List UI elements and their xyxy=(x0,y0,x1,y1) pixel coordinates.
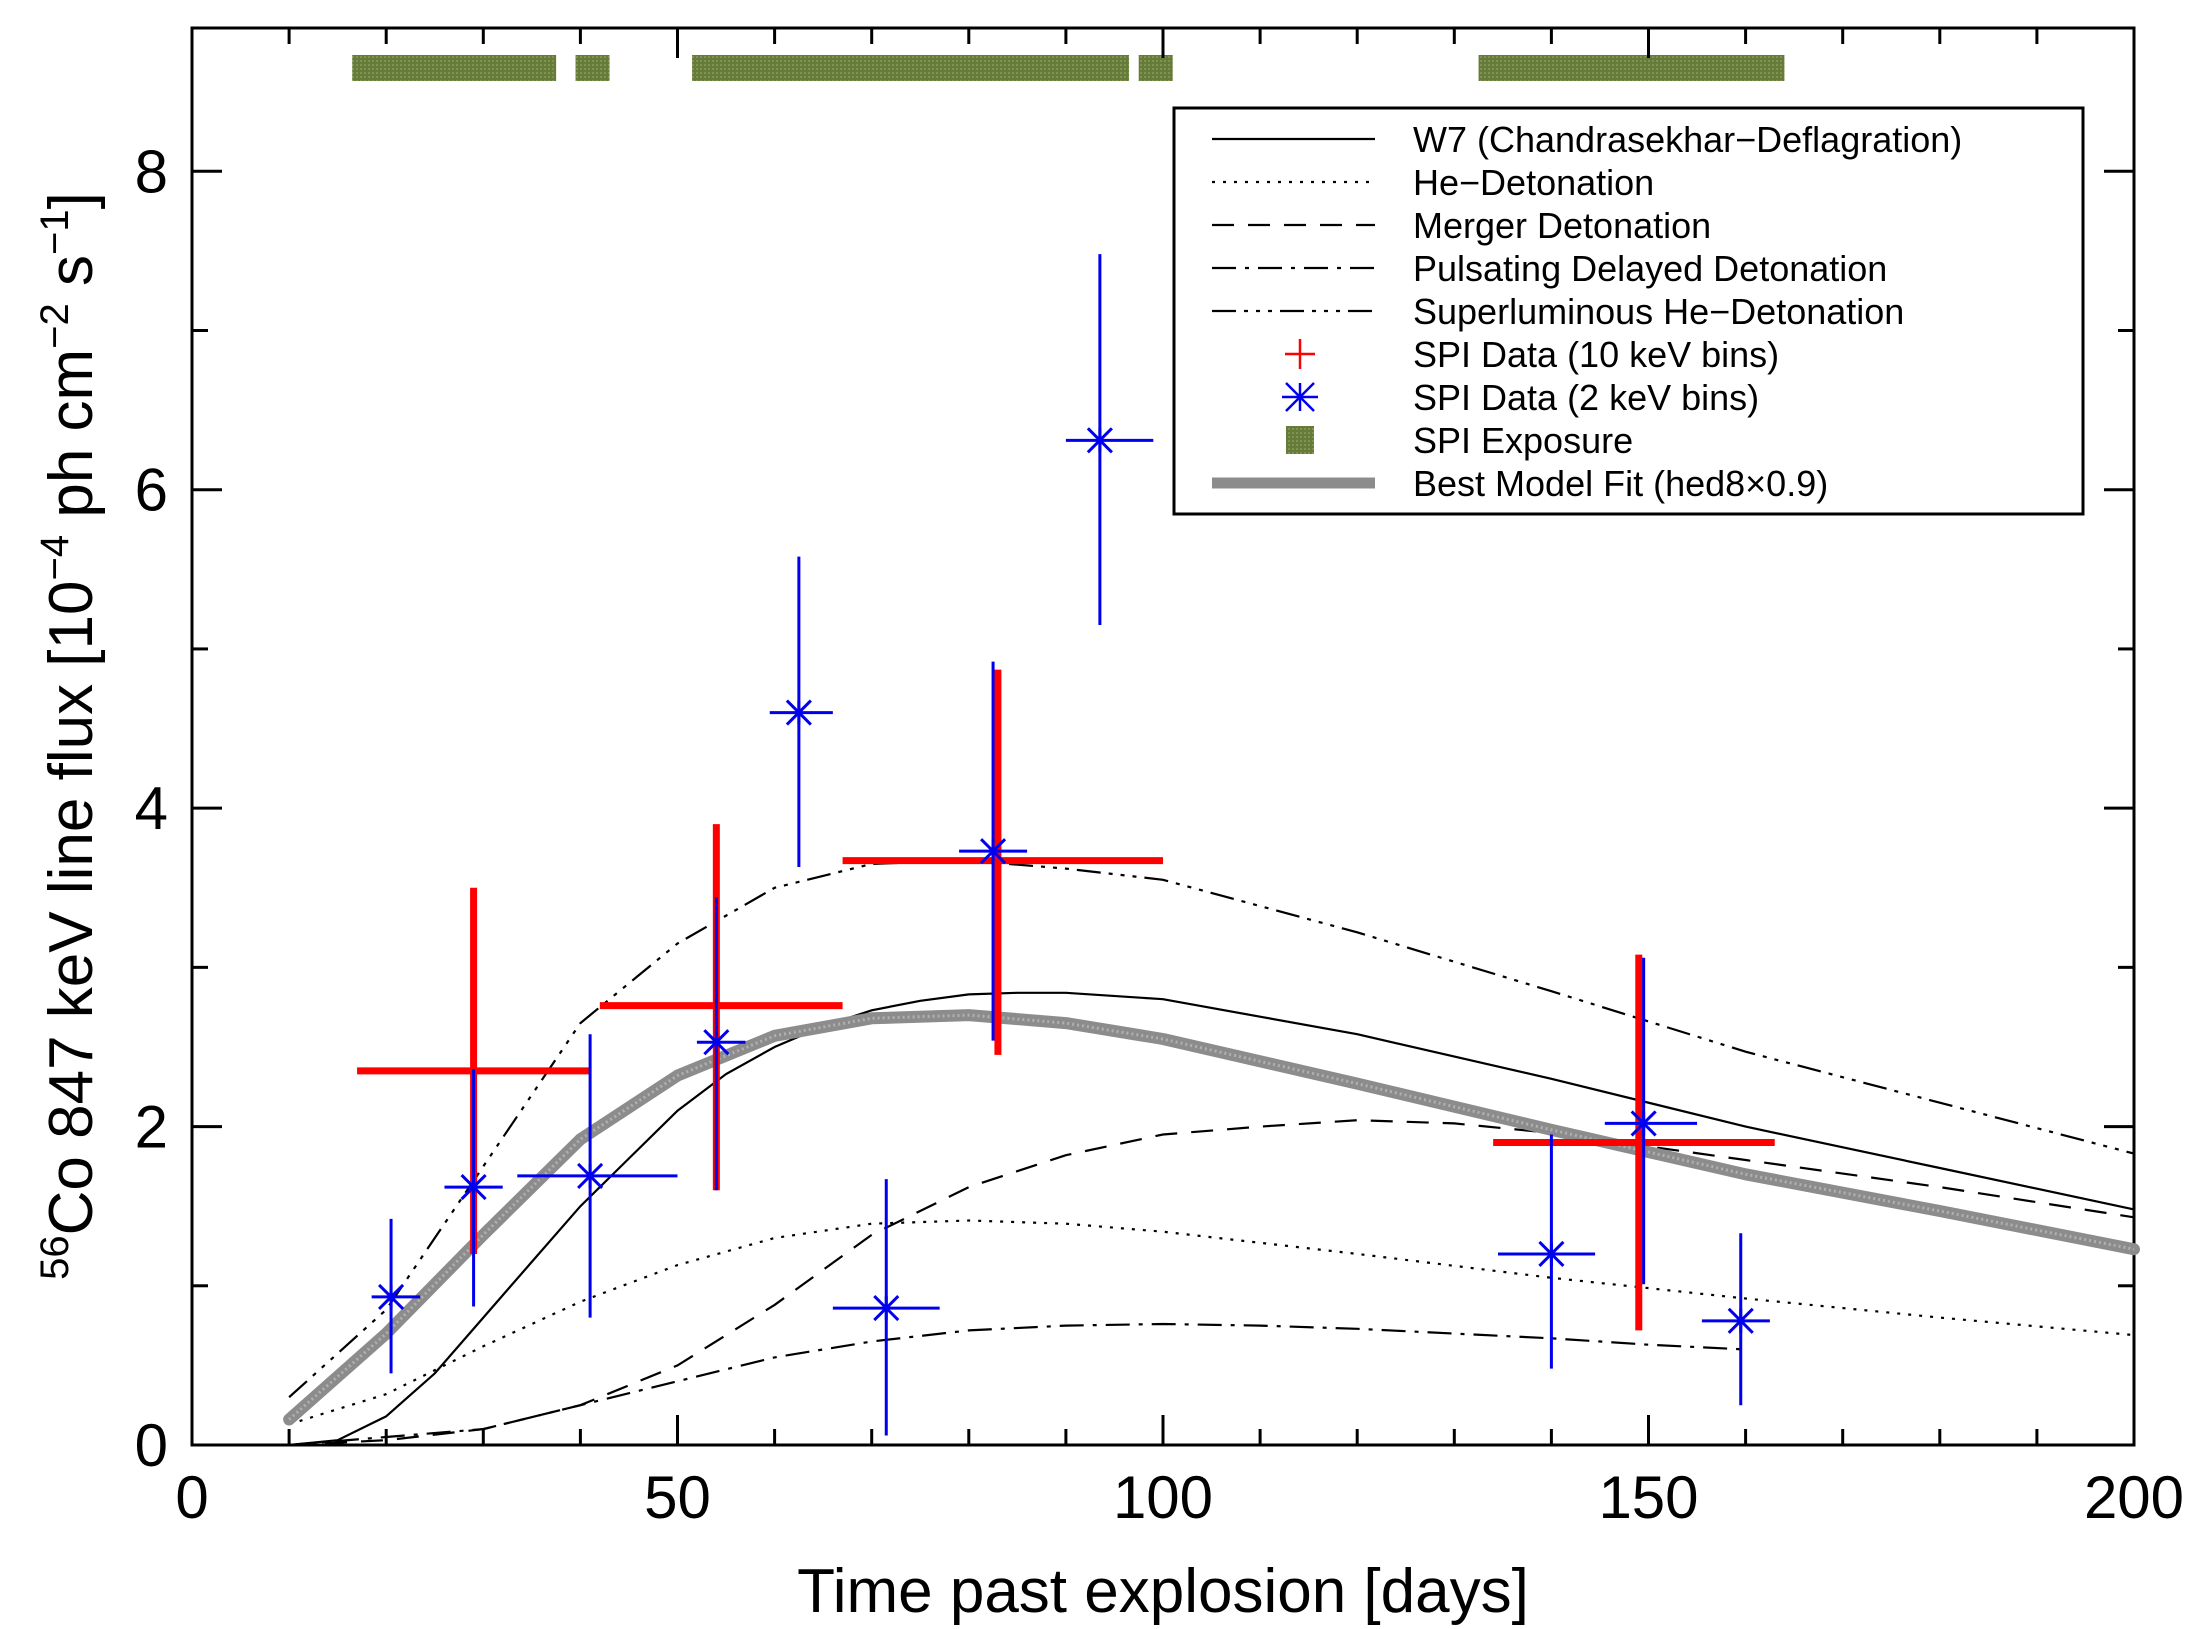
legend-label: Superluminous He−Detonation xyxy=(1413,291,1904,332)
exposure-bar xyxy=(692,55,1130,81)
x-tick-label: 200 xyxy=(2084,1464,2184,1531)
legend-item: Best Model Fit (hed8×0.9) xyxy=(1212,463,1828,504)
x-tick-label: 50 xyxy=(644,1464,711,1531)
legend-label: Merger Detonation xyxy=(1413,205,1711,246)
spi-2kev-marker xyxy=(1086,427,1113,454)
spi-2kev-marker xyxy=(1630,1110,1657,1137)
legend-asterisk-marker xyxy=(1282,382,1318,412)
legend-item: He−Detonation xyxy=(1212,162,1654,203)
y-tick-label: 2 xyxy=(135,1094,168,1161)
exposure-bar xyxy=(1138,55,1173,81)
model-curves xyxy=(283,859,2140,1447)
x-tick-label: 100 xyxy=(1113,1464,1213,1531)
model-curve-dashed xyxy=(289,1119,2135,1447)
exposure-bar xyxy=(1478,55,1785,81)
legend-label: SPI Exposure xyxy=(1413,420,1633,461)
legend-item: SPI Data (2 keV bins) xyxy=(1282,377,1759,418)
legend: W7 (Chandrasekhar−Deflagration)He−Detona… xyxy=(1172,106,2085,516)
legend-exposure-patch xyxy=(1286,426,1314,454)
spi-exposure-bars xyxy=(352,55,1785,81)
legend-label: W7 (Chandrasekhar−Deflagration) xyxy=(1413,119,1962,160)
spi-2kev-marker xyxy=(703,1029,730,1056)
x-axis-title: Time past explosion [days] xyxy=(797,1557,1529,1626)
legend-label: Pulsating Delayed Detonation xyxy=(1413,248,1887,289)
legend-item: SPI Data (10 keV bins) xyxy=(1285,334,1779,375)
y-tick-label: 8 xyxy=(135,138,168,205)
model-curve-dashdotdot xyxy=(288,859,2135,1399)
spi-2kev-marker xyxy=(377,1283,405,1310)
model-curve-dotted xyxy=(288,1219,2135,1426)
spi-2kev-marker xyxy=(577,1162,604,1189)
y-tick-label: 6 xyxy=(135,457,168,524)
spi-2kev-marker xyxy=(980,838,1007,865)
model-curve-solid xyxy=(288,991,2135,1447)
legend-label: SPI Data (10 keV bins) xyxy=(1413,334,1779,375)
legend-item: Superluminous He−Detonation xyxy=(1212,291,1904,332)
spi-2kev-marker xyxy=(873,1295,900,1322)
spi-2kev-marker xyxy=(1538,1240,1565,1268)
legend-item: W7 (Chandrasekhar−Deflagration) xyxy=(1212,119,1962,160)
spi-2kev-marker xyxy=(460,1174,487,1201)
legend-label: Best Model Fit (hed8×0.9) xyxy=(1413,463,1828,504)
model-curve-dashdot xyxy=(289,1322,1746,1447)
y-axis-title: 56Co 847 keV line flux [10−4 ph cm−2 s−1… xyxy=(33,192,106,1280)
exposure-bar xyxy=(575,55,610,81)
exposure-bar xyxy=(352,55,557,81)
legend-item: Merger Detonation xyxy=(1212,205,1711,246)
x-tick-label: 0 xyxy=(175,1464,208,1531)
legend-label: He−Detonation xyxy=(1413,162,1654,203)
spi-2kev-marker xyxy=(785,699,812,726)
legend-item: SPI Exposure xyxy=(1286,420,1633,461)
legend-item: Pulsating Delayed Detonation xyxy=(1212,248,1887,289)
y-tick-label: 0 xyxy=(135,1412,168,1479)
best-fit-curve xyxy=(283,1009,2140,1426)
best-fit-curve-texture xyxy=(288,1013,2135,1421)
x-tick-label: 150 xyxy=(1598,1464,1698,1531)
axes: 0 50 100 150 200 0 2 4 6 8 xyxy=(135,28,2184,1531)
spi-2kev-marker xyxy=(1727,1307,1754,1334)
spi-data-points xyxy=(357,254,1775,1436)
y-tick-label: 4 xyxy=(135,775,168,842)
legend-label: SPI Data (2 keV bins) xyxy=(1413,377,1759,418)
